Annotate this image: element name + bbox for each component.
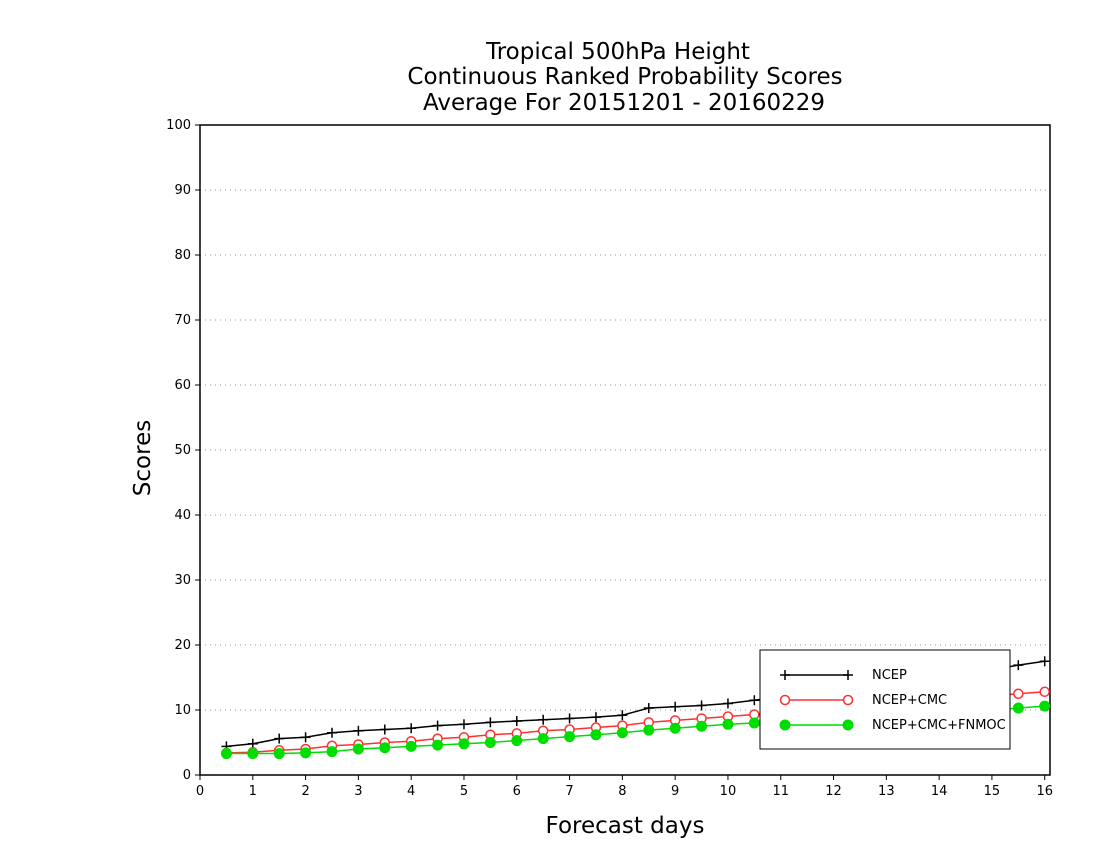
legend-marker (780, 670, 790, 680)
x-tick-label: 0 (196, 784, 204, 799)
data-point (326, 727, 337, 738)
x-tick-label: 1 (249, 784, 257, 799)
y-tick-label: 80 (174, 248, 191, 263)
data-point (484, 737, 496, 748)
y-tick-label: 20 (174, 638, 191, 653)
data-point (379, 742, 391, 754)
x-axis-label: Forecast days (546, 813, 705, 839)
data-point (405, 740, 417, 752)
data-point (669, 722, 681, 734)
legend-label: NCEP (872, 668, 907, 683)
data-point (748, 717, 760, 729)
x-tick-label: 16 (1036, 784, 1053, 799)
data-point (300, 747, 312, 759)
data-point (432, 720, 443, 731)
x-tick-label: 7 (565, 784, 573, 799)
legend-marker (842, 719, 854, 731)
data-point (458, 738, 470, 750)
title-line-3: Average For 20151201 - 20160229 (423, 90, 825, 116)
data-point (379, 724, 390, 735)
x-tick-label: 9 (671, 784, 679, 799)
x-tick-label: 14 (931, 784, 948, 799)
y-tick-label: 90 (174, 183, 191, 198)
data-point (696, 700, 707, 711)
x-tick-label: 8 (618, 784, 626, 799)
data-point (590, 712, 601, 723)
data-point (406, 723, 417, 734)
data-point (722, 698, 733, 709)
x-tick-label: 6 (513, 784, 521, 799)
data-point (749, 695, 760, 706)
x-tick-label: 3 (354, 784, 362, 799)
data-point (564, 731, 576, 743)
data-point (722, 718, 734, 730)
data-point (1012, 702, 1024, 714)
data-point (616, 727, 628, 739)
y-tick-label: 0 (183, 768, 191, 783)
legend-marker (779, 719, 791, 731)
x-tick-label: 2 (301, 784, 309, 799)
y-tick-label: 70 (174, 313, 191, 328)
data-point (220, 748, 232, 760)
y-tick-label: 60 (174, 378, 191, 393)
x-tick-label: 15 (984, 784, 1001, 799)
legend-marker (843, 670, 853, 680)
x-tick-label: 4 (407, 784, 415, 799)
y-tick-label: 40 (174, 508, 191, 523)
data-point (538, 714, 549, 725)
data-point (353, 725, 364, 736)
data-point (1039, 700, 1051, 712)
data-point (670, 701, 681, 712)
data-point (274, 733, 285, 744)
legend-marker (842, 694, 854, 706)
data-point (300, 732, 311, 743)
data-point (273, 748, 285, 760)
x-tick-label: 10 (720, 784, 737, 799)
data-point (352, 743, 364, 755)
legend: NCEP NCEP+CMC NCEP+CMC+FNMOC (759, 649, 1011, 750)
y-tick-label: 30 (174, 573, 191, 588)
y-tick-label: 10 (174, 703, 191, 718)
chart-title: Tropical 500hPa Height Continuous Ranked… (407, 39, 842, 116)
data-point (432, 739, 444, 751)
data-point (617, 710, 628, 721)
data-point (1013, 688, 1024, 699)
title-line-2: Continuous Ranked Probability Scores (407, 64, 842, 90)
data-point (1013, 660, 1024, 671)
data-point (1039, 656, 1050, 667)
x-axis: 0 1 2 3 4 5 6 7 8 9 10 11 12 13 14 15 16 (196, 775, 1053, 799)
legend-marker (779, 694, 791, 706)
data-point (537, 733, 549, 745)
data-point (326, 746, 338, 758)
title-line-1: Tropical 500hPa Height (485, 39, 750, 65)
data-point (564, 713, 575, 724)
gridlines (200, 189, 1050, 711)
data-point (590, 729, 602, 741)
data-point (247, 748, 259, 760)
data-point (458, 719, 469, 730)
data-point (643, 724, 655, 736)
y-tick-label: 100 (166, 118, 191, 133)
x-tick-label: 12 (825, 784, 842, 799)
x-tick-label: 13 (878, 784, 895, 799)
data-point (1039, 686, 1050, 698)
data-point (485, 717, 496, 728)
legend-label: NCEP+CMC (872, 693, 947, 708)
data-point (643, 703, 654, 714)
data-point (511, 735, 523, 747)
y-axis-label: Scores (130, 420, 156, 496)
x-tick-label: 5 (460, 784, 468, 799)
legend-label: NCEP+CMC+FNMOC (872, 718, 1006, 733)
y-axis: 0 10 20 30 40 50 60 70 80 90 100 (166, 118, 200, 783)
y-tick-label: 50 (174, 443, 191, 458)
data-point (511, 716, 522, 727)
data-point (696, 720, 708, 732)
x-tick-label: 11 (772, 784, 789, 799)
